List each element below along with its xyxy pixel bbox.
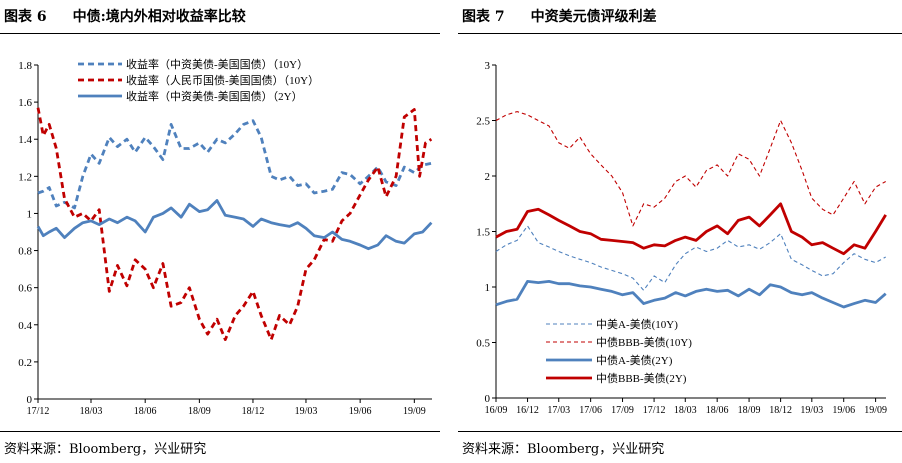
legend-label-1: 收益率（中资美债-美国国债）（10Y） (126, 57, 308, 71)
series-group (36, 107, 433, 342)
figure-7-bottom-rule (458, 431, 902, 432)
axes: 0 0.5 1 1.5 2 2.5 3 16/09 16/12 17/03 17/06 17/09 17… (476, 60, 887, 416)
x-tick-label: 18/12 (242, 406, 265, 417)
x-tick-label: 18/03 (674, 405, 697, 416)
x-tick-label: 17/12 (643, 405, 666, 416)
yield-comparison-chart: 0 0.2 0.4 0.6 0.8 1 1.2 1.4 1.6 1.8 17/12 18/03 18/0… (18, 57, 433, 417)
x-tick-label: 18/06 (706, 405, 729, 416)
x-tick-label: 16/09 (485, 405, 508, 416)
y-tick-label: 0.6 (18, 283, 32, 295)
figure-7-panel: 图表 7 中资美元债评级利差 0 0.5 1 1.5 2 2.5 3 16/09 16/12 17/… (458, 0, 902, 463)
x-tick-label: 18/06 (134, 406, 157, 417)
axes: 0 0.2 0.4 0.6 0.8 1 1.2 1.4 1.6 1.8 17/12 18/03 18/0… (18, 60, 432, 417)
x-tick-label: 19/06 (832, 405, 855, 416)
x-tick-label: 18/09 (738, 405, 761, 416)
series-group (495, 111, 887, 309)
figure-6-title: 图表 6 中债:境内外相对收益率比较 (4, 6, 246, 26)
y-tick-label: 0 (27, 394, 33, 406)
legend-label-3: 收益率（中资美债-美国国债）（2Y） (126, 89, 303, 103)
figure-7-source: 资料来源：Bloomberg，兴业研究 (462, 442, 665, 457)
legend: 收益率（中资美债-美国国债）（10Y） 收益率（人民币国债-美国国债）（10Y） 收… (78, 57, 319, 103)
figure-7-title: 图表 7 中资美元债评级利差 (462, 6, 657, 26)
series-line-2 (495, 111, 886, 227)
figure-6-number: 图表 6 (4, 9, 47, 25)
series-line-3 (36, 199, 433, 251)
figure-6-source: 资料来源：Bloomberg，兴业研究 (4, 442, 207, 457)
x-tick-label: 18/12 (769, 405, 792, 416)
y-tick-label: 1 (27, 208, 33, 220)
y-tick-label: 0.5 (476, 338, 490, 350)
series-line-1 (37, 119, 432, 210)
y-tick-label: 0.8 (18, 246, 32, 258)
series-line-4 (495, 202, 887, 256)
x-tick-label: 17/09 (611, 405, 634, 416)
y-tick-label: 1 (485, 282, 491, 294)
legend-label-2: 收益率（人民币国债-美国国债）（10Y） (126, 73, 319, 87)
x-tick-label: 19/06 (349, 406, 372, 417)
rating-spread-chart: 0 0.5 1 1.5 2 2.5 3 16/09 16/12 17/03 17/06 17/09 17… (476, 60, 887, 416)
figure-7-top-rule (458, 33, 902, 34)
x-tick-label: 18/03 (80, 406, 103, 417)
figure-7-title-text: 中资美元债评级利差 (530, 9, 657, 25)
y-tick-label: 1.5 (476, 227, 490, 239)
x-tick-label: 16/12 (516, 405, 539, 416)
legend-label-2: 中债BBB-美债(10Y) (596, 335, 692, 349)
y-tick-label: 1.2 (18, 171, 32, 183)
y-tick-label: 3 (485, 60, 491, 72)
legend-label-1: 中美A-美债(10Y) (596, 317, 678, 331)
x-tick-label: 19/09 (403, 406, 426, 417)
y-tick-label: 1.4 (18, 134, 32, 146)
y-tick-label: 1.6 (18, 97, 32, 109)
x-tick-label: 17/03 (547, 405, 570, 416)
figure-6-bottom-rule (0, 431, 440, 432)
y-tick-label: 0.4 (18, 320, 32, 332)
x-tick-label: 17/12 (27, 406, 50, 417)
y-tick-label: 1.8 (18, 60, 32, 72)
y-tick-label: 0.2 (18, 357, 32, 369)
x-tick-label: 17/06 (579, 405, 602, 416)
legend: 中美A-美债(10Y) 中债BBB-美债(10Y) 中债A-美债(2Y) 中债BBB-… (546, 317, 692, 385)
y-tick-label: 2 (485, 171, 491, 183)
figure-6-top-rule (0, 33, 440, 34)
x-tick-label: 19/09 (864, 405, 887, 416)
figure-6-title-text: 中债:境内外相对收益率比较 (72, 9, 246, 25)
legend-label-4: 中债BBB-美债(2Y) (596, 371, 687, 385)
y-tick-label: 0 (485, 393, 491, 405)
series-line-1 (495, 225, 886, 291)
x-tick-label: 18/09 (188, 406, 211, 417)
legend-label-3: 中债A-美债(2Y) (596, 353, 673, 367)
figure-6-panel: 图表 6 中债:境内外相对收益率比较 0 0.2 0.4 0.6 0.8 1 1.2 1.4 1.… (0, 0, 440, 463)
series-line-3 (495, 279, 887, 309)
x-tick-label: 19/03 (295, 406, 318, 417)
y-tick-label: 2.5 (476, 116, 490, 128)
x-tick-label: 19/03 (800, 405, 823, 416)
figure-7-number: 图表 7 (462, 9, 505, 25)
